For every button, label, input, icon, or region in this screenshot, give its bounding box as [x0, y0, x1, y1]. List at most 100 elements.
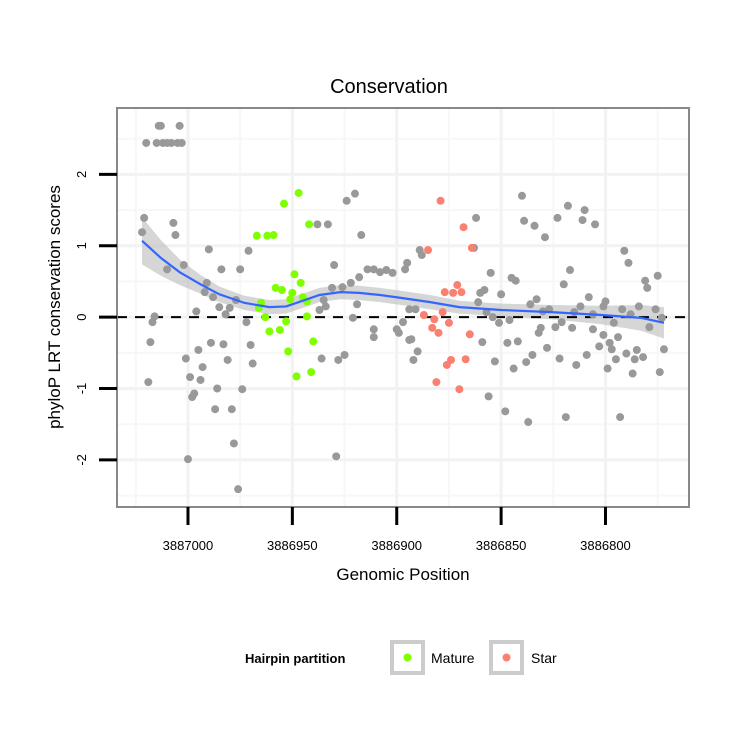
point-other: [401, 265, 410, 274]
point-other: [563, 201, 572, 210]
y-tick-label: 0: [74, 314, 89, 321]
point-other: [605, 338, 614, 347]
point-other: [634, 302, 643, 311]
point-other: [478, 338, 487, 347]
point-star: [444, 318, 453, 327]
point-other: [328, 283, 337, 292]
point-star: [453, 281, 462, 290]
point-other: [171, 231, 180, 240]
point-other: [317, 354, 326, 363]
point-other: [655, 368, 664, 377]
point-other: [557, 318, 566, 327]
x-axis-label: Genomic Position: [336, 565, 469, 584]
point-other: [603, 364, 612, 373]
point-other: [323, 220, 332, 229]
point-other: [348, 313, 357, 322]
point-mature: [265, 327, 274, 336]
point-other: [624, 258, 633, 267]
point-mature: [282, 317, 291, 326]
point-other: [530, 221, 539, 230]
point-other: [403, 258, 412, 267]
point-other: [202, 278, 211, 287]
legend-marker-mature: [403, 653, 412, 662]
data-points: [138, 121, 668, 494]
point-other: [639, 353, 648, 362]
point-mature: [252, 231, 261, 240]
point-other: [369, 325, 378, 334]
point-other: [555, 354, 564, 363]
panel-border: [116, 107, 690, 508]
point-other: [582, 350, 591, 359]
legend-marker-star: [502, 653, 511, 662]
point-star: [465, 330, 474, 339]
point-other: [495, 318, 504, 327]
point-other: [570, 308, 579, 317]
point-other: [346, 278, 355, 287]
point-other: [474, 298, 483, 307]
point-mature: [277, 286, 286, 295]
point-other: [513, 337, 522, 346]
point-star: [449, 288, 458, 297]
point-other: [618, 305, 627, 314]
point-other: [417, 251, 426, 260]
point-other: [553, 213, 562, 222]
point-other: [179, 261, 188, 270]
point-star: [424, 246, 433, 255]
point-other: [140, 213, 149, 222]
point-mature: [290, 270, 299, 279]
point-other: [595, 342, 604, 351]
point-other: [472, 213, 481, 222]
point-other: [628, 369, 637, 378]
x-tick-label: 3887000: [163, 538, 214, 553]
point-mature: [286, 295, 295, 304]
point-other: [198, 363, 207, 372]
point-other: [369, 333, 378, 342]
point-other: [248, 359, 257, 368]
legend: Hairpin partition Mature Star: [245, 640, 557, 675]
point-other: [350, 189, 359, 198]
point-other: [342, 196, 351, 205]
point-star: [440, 288, 449, 297]
point-star: [459, 223, 468, 232]
point-star: [428, 323, 437, 332]
point-mature: [309, 337, 318, 346]
point-other: [186, 373, 195, 382]
point-other: [338, 283, 347, 292]
chart-title: Conservation: [330, 76, 448, 98]
point-other: [599, 302, 608, 311]
point-other: [620, 246, 629, 255]
point-other: [144, 378, 153, 387]
point-other: [211, 405, 220, 414]
point-other: [528, 350, 537, 359]
point-other: [340, 350, 349, 359]
point-other: [488, 313, 497, 322]
smooth-trend-line: [141, 239, 665, 324]
point-other: [188, 393, 197, 402]
point-other: [522, 358, 531, 367]
point-other: [532, 295, 541, 304]
point-other: [148, 318, 157, 327]
point-other: [399, 318, 407, 327]
point-other: [215, 303, 224, 312]
point-other: [394, 328, 403, 337]
point-other: [223, 355, 232, 364]
point-other: [405, 305, 414, 314]
x-axis: 3887000 3886950 3886900 3886850 3886800: [163, 507, 631, 553]
point-other: [622, 349, 631, 358]
point-other: [321, 302, 330, 311]
point-star: [430, 315, 439, 324]
point-mature: [275, 325, 284, 334]
point-other: [599, 330, 608, 339]
point-other: [580, 206, 589, 215]
point-other: [505, 315, 514, 324]
point-other: [503, 338, 512, 347]
point-other: [376, 268, 385, 277]
point-mature: [280, 199, 289, 208]
point-star: [461, 355, 470, 364]
point-other: [238, 385, 247, 394]
point-mature: [302, 312, 311, 321]
legend-label-star: Star: [531, 650, 557, 666]
point-other: [217, 265, 226, 274]
point-other: [551, 323, 560, 332]
